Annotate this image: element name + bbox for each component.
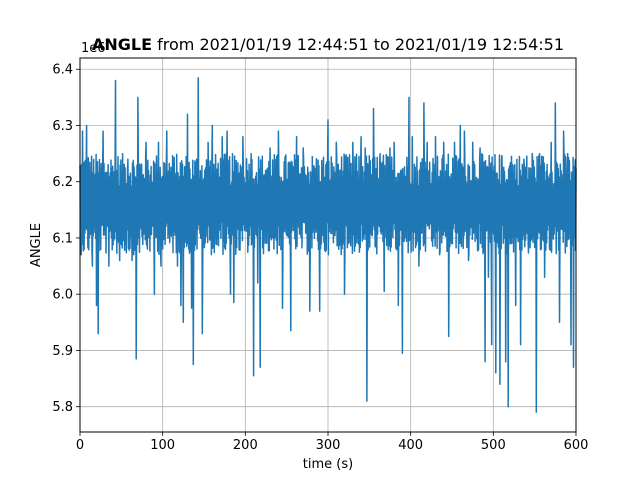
x-tick-label: 100: [150, 438, 175, 453]
y-tick-label: 6.1: [52, 231, 73, 246]
y-tick-label: 6.3: [52, 119, 73, 134]
y-tick-label: 6.0: [52, 288, 73, 303]
x-tick-label: 400: [398, 438, 423, 453]
x-tick-label: 200: [233, 438, 258, 453]
angle-series-line: [79, 76, 577, 414]
y-tick-label: 6.2: [52, 175, 73, 190]
x-tick-label: 0: [76, 438, 84, 453]
offset-label: 1e6: [81, 41, 106, 56]
y-tick-label: 5.8: [52, 400, 73, 415]
y-axis-label: ANGLE: [29, 223, 44, 267]
chart-title-bold: ANGLE: [92, 35, 152, 54]
series-layer: [79, 76, 577, 414]
x-tick-label: 500: [481, 438, 506, 453]
x-tick-label: 600: [564, 438, 589, 453]
ticks: 0 100 200 300 400 500 600 5.8 5.9 6.0 6.1 6.2 6.3 6.4: [52, 63, 588, 453]
y-tick-label: 6.4: [52, 63, 73, 78]
y-tick-label: 5.9: [52, 344, 73, 359]
x-tick-label: 300: [316, 438, 341, 453]
chart-title: ANGLE from 2021/01/19 12:44:51 to 2021/0…: [92, 35, 564, 54]
x-axis-label: time (s): [303, 457, 353, 472]
chart-title-rest: from 2021/01/19 12:44:51 to 2021/01/19 1…: [152, 35, 564, 54]
